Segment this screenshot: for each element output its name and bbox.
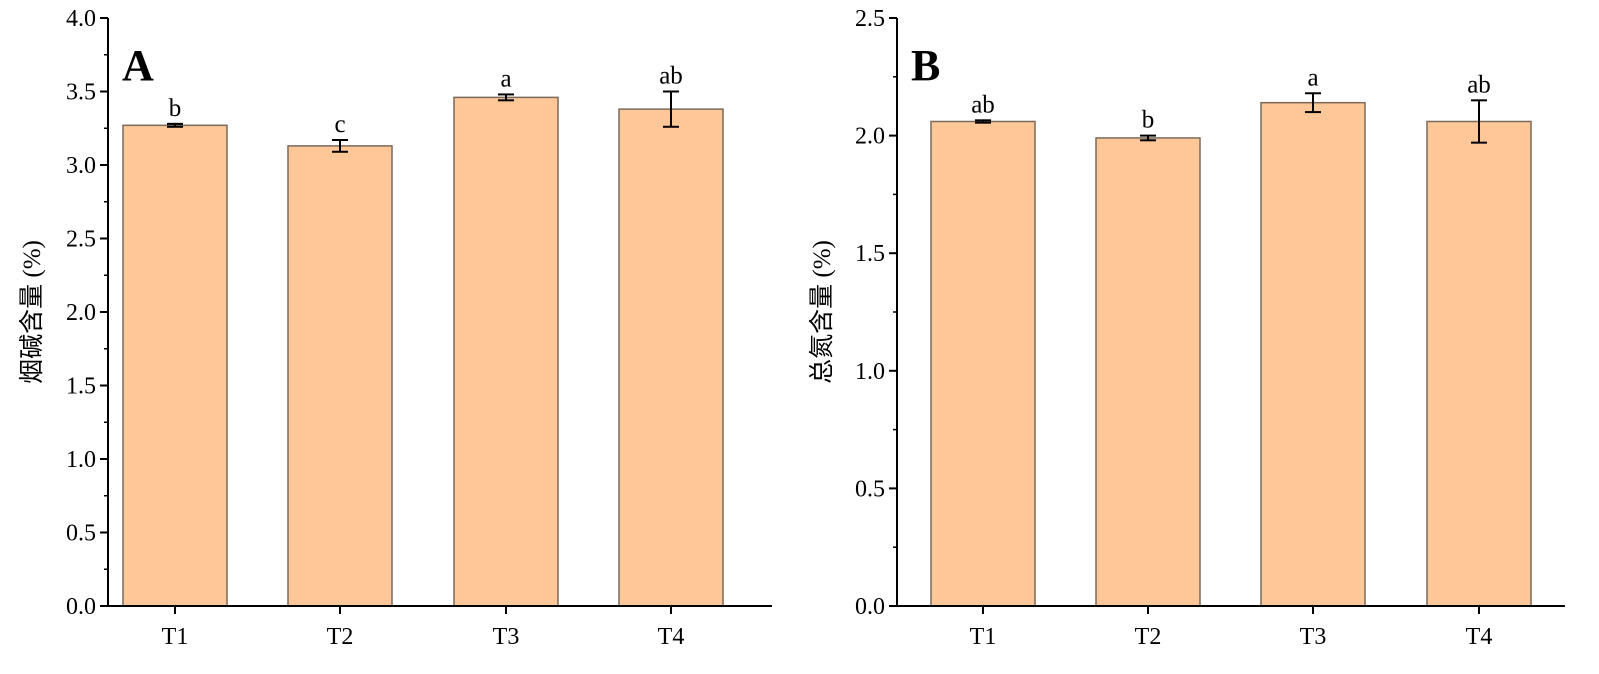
x-tick-label: T2	[1135, 624, 1162, 650]
bar-t2	[1095, 137, 1201, 607]
y-tick-label: 3.0	[66, 153, 96, 179]
bar-t3	[1260, 101, 1366, 607]
error-bar-t4	[663, 90, 679, 128]
significance-label: a	[1307, 64, 1318, 91]
panel-label: A	[122, 41, 154, 90]
error-bar-t1	[167, 122, 183, 128]
bar-t4	[1426, 120, 1532, 607]
y-tick-label: 1.5	[855, 241, 885, 267]
significance-label: ab	[971, 91, 995, 118]
bar-t1	[930, 120, 1036, 607]
panel-a: b T1 c T2 a T3 ab T4 0.0 0.5 1.0 1.5 2.0 2.5 3.0 3.5 4.0…	[18, 6, 772, 650]
y-tick-label: 4.0	[66, 6, 96, 32]
x-tick-label: T3	[1300, 624, 1327, 650]
y-tick-label: 0.5	[66, 521, 96, 547]
significance-label: c	[334, 111, 345, 138]
y-axis-label: 总氮含量 (%)	[808, 240, 836, 384]
error-bar-t2	[332, 139, 348, 153]
y-tick-label: 0.0	[66, 594, 96, 620]
y-tick-label: 2.5	[66, 227, 96, 253]
error-bar-t3	[1305, 92, 1321, 114]
significance-label: b	[1142, 107, 1155, 134]
y-tick-label: 2.5	[855, 6, 885, 32]
error-bar-t3	[498, 93, 514, 102]
panel-b: ab T1 b T2 a T3 ab T4 0.0 0.5 1.0 1.5 2.0 2.5 总氮含量 (%)…	[808, 6, 1565, 650]
x-tick-label: T4	[1466, 624, 1493, 650]
panel-label: B	[911, 41, 940, 90]
y-tick-label: 1.0	[66, 447, 96, 473]
y-tick-label: 1.0	[855, 359, 885, 385]
x-tick-label: T1	[162, 624, 189, 650]
significance-label: ab	[1467, 71, 1491, 98]
bar-t2	[287, 145, 393, 607]
significance-label: a	[500, 65, 511, 92]
x-tick-label: T4	[658, 624, 685, 650]
x-tick-label: T3	[493, 624, 520, 650]
y-tick-label: 3.5	[66, 80, 96, 106]
y-tick-label: 2.0	[66, 300, 96, 326]
significance-label: ab	[659, 63, 683, 90]
y-axis-label: 烟碱含量 (%)	[18, 240, 46, 384]
bar-t3	[453, 96, 559, 607]
error-bar-t4	[1471, 99, 1487, 144]
significance-label: b	[169, 95, 182, 122]
y-tick-label: 1.5	[66, 374, 96, 400]
error-bar-t2	[1140, 134, 1156, 142]
y-tick-label: 0.5	[855, 476, 885, 502]
y-tick-label: 0.0	[855, 594, 885, 620]
bar-t4	[618, 108, 724, 607]
error-bar-t1	[975, 119, 991, 124]
x-tick-label: T2	[327, 624, 354, 650]
bar-t1	[122, 124, 228, 607]
x-tick-label: T1	[970, 624, 997, 650]
y-tick-label: 2.0	[855, 124, 885, 150]
